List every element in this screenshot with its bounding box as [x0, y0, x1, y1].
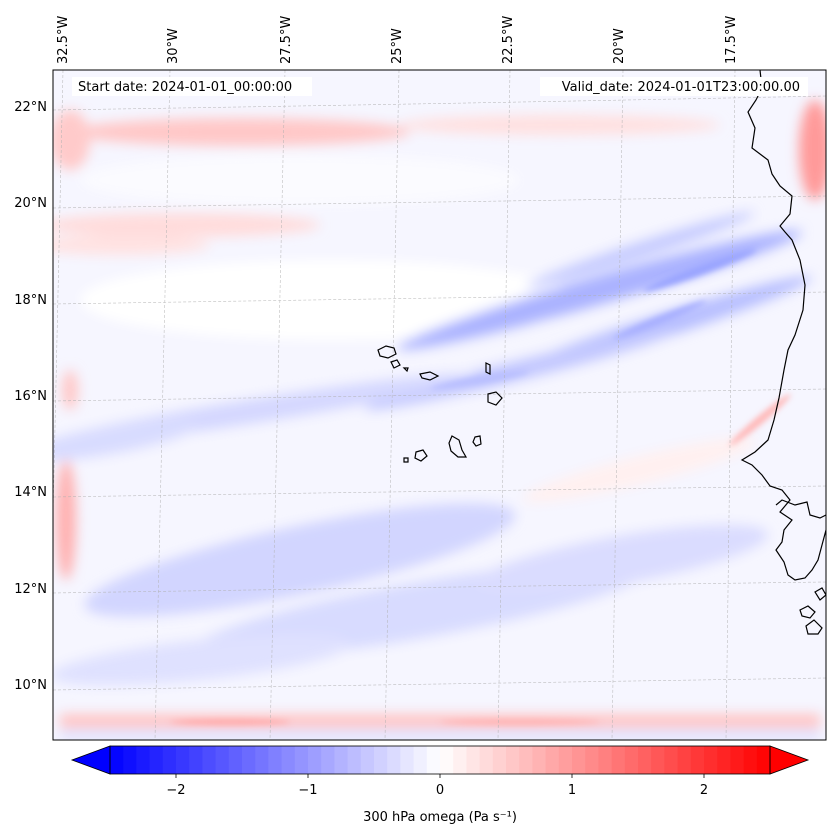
- colorbar-cell: [717, 746, 731, 774]
- latitude-labels: 22°N 20°N 18°N 16°N 14°N 12°N 10°N: [14, 100, 47, 693]
- colorbar-cell: [189, 746, 203, 774]
- colorbar-cell: [756, 746, 771, 774]
- colorbar-cell: [400, 746, 415, 774]
- colorbar-cell: [294, 746, 309, 774]
- colorbar-cell: [321, 746, 335, 774]
- colorbar-cell: [374, 746, 388, 774]
- island-sal: [485, 362, 491, 375]
- start-label-box: [72, 77, 312, 96]
- lon-label: 30°W: [166, 28, 181, 64]
- colorbar-cells: [110, 746, 771, 774]
- coastline: [377, 70, 826, 635]
- colorbar-cell: [585, 746, 599, 774]
- colorbar-cell: [202, 746, 217, 774]
- island-maio: [472, 435, 482, 447]
- colorbar-cell: [506, 746, 520, 774]
- colorbar-cell: [347, 746, 362, 774]
- start-date-label: Start date: 2024-01-01_00:00:00: [78, 80, 292, 95]
- island-sao-nicolau: [419, 371, 440, 381]
- colorbar-cell: [281, 746, 296, 774]
- lon-label: 22.5°W: [501, 16, 516, 64]
- colorbar-cell: [162, 746, 177, 774]
- lon-label: 32.5°W: [56, 16, 71, 64]
- colorbar-cell: [466, 746, 481, 774]
- colorbar-cell: [268, 746, 283, 774]
- lon-label: 27.5°W: [279, 16, 294, 64]
- colorbar-cell: [677, 746, 692, 774]
- colorbar-cell: [334, 746, 349, 774]
- colorbar-cell: [360, 746, 375, 774]
- lat-label: 12°N: [14, 582, 47, 597]
- colorbar-cell: [638, 746, 652, 774]
- colorbar-tick-label: −1: [298, 783, 317, 798]
- colorbar-tick-label: 1: [568, 783, 576, 798]
- colorbar-cell: [453, 746, 467, 774]
- colorbar-cell: [413, 746, 428, 774]
- lat-label: 14°N: [14, 485, 47, 500]
- colorbar-cell: [704, 746, 718, 774]
- lat-label: 22°N: [14, 100, 47, 115]
- colorbar-cell: [387, 746, 401, 774]
- colorbar-tick-label: 0: [436, 783, 444, 798]
- colorbar-label: 300 hPa omega (Pa s⁻¹): [363, 810, 517, 825]
- island-boa-vista: [487, 391, 503, 406]
- colorbar-cell: [228, 746, 243, 774]
- colorbar-cell: [255, 746, 269, 774]
- colorbar-cell: [123, 746, 137, 774]
- colorbar-cell: [558, 746, 573, 774]
- colorbar-cell: [215, 746, 230, 774]
- island-santa-luzia: [402, 367, 409, 373]
- colorbar-cell: [242, 746, 256, 774]
- colorbar-cell: [426, 746, 441, 774]
- colorbar-cell: [598, 746, 613, 774]
- island-brava: [403, 457, 409, 463]
- colorbar-cell: [624, 746, 639, 774]
- colorbar-cell: [743, 746, 758, 774]
- colorbar-cell: [611, 746, 626, 774]
- graticule: [53, 70, 826, 740]
- lat-label: 18°N: [14, 293, 47, 308]
- valid-label-box: [540, 77, 808, 96]
- map-frame: [52, 69, 827, 741]
- longitude-labels: 32.5°W 30°W 27.5°W 25°W 22.5°W 20°W 17.5…: [56, 16, 739, 64]
- map-panel[interactable]: [19, 70, 831, 740]
- valid-date-label: Valid_date: 2024-01-01T23:00:00.00: [562, 80, 800, 95]
- colorbar-tick-label: −2: [166, 783, 185, 798]
- colorbar-cell: [149, 746, 164, 774]
- island-sao-vicente: [390, 359, 401, 369]
- colorbar-low-extend: [70, 745, 111, 775]
- island-santo-antao: [377, 345, 397, 359]
- colorbar-ticks: −2 −1 0 1 2: [166, 774, 708, 798]
- colorbar-cell: [651, 746, 665, 774]
- colorbar-cell: [690, 746, 705, 774]
- lat-label: 20°N: [14, 196, 47, 211]
- colorbar-cell: [492, 746, 507, 774]
- colorbar-cell: [572, 746, 586, 774]
- colorbar-cell: [110, 746, 124, 774]
- lon-label: 25°W: [390, 28, 405, 64]
- omega-field-detail: [170, 248, 791, 725]
- colorbar: −2 −1 0 1 2 300 hPa omega (Pa s⁻¹): [70, 745, 810, 825]
- colorbar-cell: [730, 746, 745, 774]
- lon-label: 20°W: [612, 28, 627, 64]
- lat-label: 16°N: [14, 389, 47, 404]
- colorbar-cell: [479, 746, 494, 774]
- colorbar-cell: [308, 746, 322, 774]
- colorbar-cell: [176, 746, 190, 774]
- island-fogo: [414, 449, 428, 462]
- lon-label: 17.5°W: [724, 16, 739, 64]
- colorbar-cell: [545, 746, 560, 774]
- omega-field: [53, 100, 826, 740]
- island-santiago: [448, 435, 468, 458]
- lat-label: 10°N: [14, 678, 47, 693]
- colorbar-cell: [519, 746, 533, 774]
- colorbar-cell: [440, 746, 454, 774]
- colorbar-high-extend: [769, 745, 810, 775]
- colorbar-cell: [664, 746, 679, 774]
- africa-coast: [740, 70, 826, 581]
- colorbar-tick-label: 2: [700, 783, 708, 798]
- colorbar-cell: [532, 746, 547, 774]
- colorbar-cell: [136, 746, 151, 774]
